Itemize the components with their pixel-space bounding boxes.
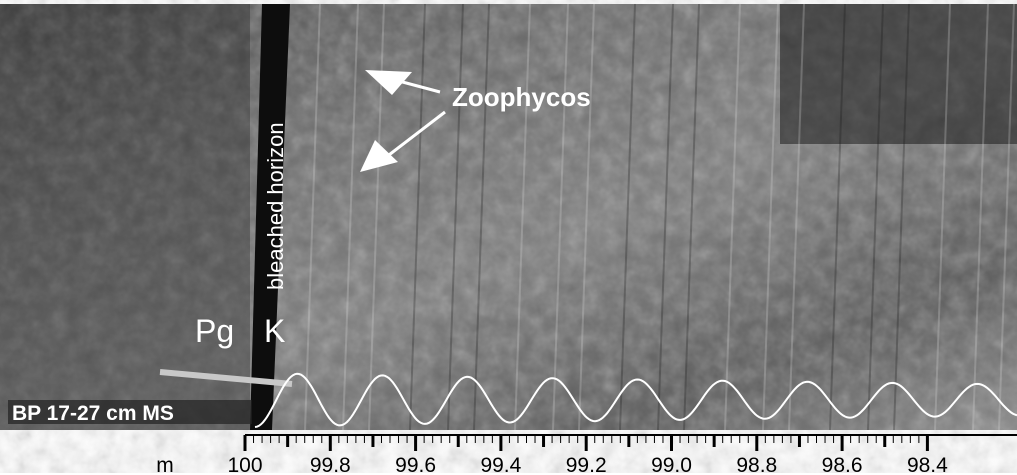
photo bbox=[0, 4, 1017, 430]
figure: Zoophycos bleached horizon Pg K BP 17-27… bbox=[0, 0, 1017, 475]
unit-label: Pg bbox=[195, 313, 234, 349]
scale-label: 99.0 bbox=[651, 454, 692, 475]
scale-label: 99.4 bbox=[480, 454, 521, 475]
horizon-label: bleached horizon bbox=[263, 122, 288, 290]
scale-label: 99.2 bbox=[566, 454, 607, 475]
scale-label: 100 bbox=[227, 454, 262, 475]
scale-label: 98.8 bbox=[736, 454, 777, 475]
scale-unit: m bbox=[156, 454, 174, 475]
fossil-label: Zoophycos bbox=[452, 82, 591, 112]
signal-label: BP 17-27 cm MS bbox=[12, 402, 174, 425]
depth-scale: m 100 99.8 99.6 99.4 99.2 99.0 98.8 98.6 98.4 bbox=[156, 435, 1017, 475]
scale-label: 98.6 bbox=[822, 454, 863, 475]
scale-label: 99.6 bbox=[395, 454, 436, 475]
outcrop-figure: Zoophycos bleached horizon Pg K BP 17-27… bbox=[0, 0, 1017, 475]
scale-label: 98.4 bbox=[907, 454, 948, 475]
scale-label: 99.8 bbox=[310, 454, 351, 475]
unit-label: K bbox=[264, 313, 285, 349]
